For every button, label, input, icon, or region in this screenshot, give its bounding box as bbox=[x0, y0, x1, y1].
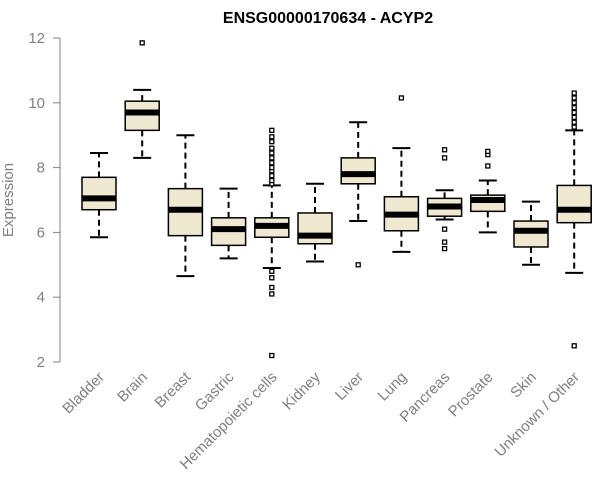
box-group bbox=[513, 200, 549, 266]
outlier-point bbox=[441, 245, 448, 252]
outlier-point bbox=[441, 239, 448, 245]
box-group bbox=[470, 148, 506, 234]
box-group bbox=[383, 95, 420, 253]
chart-title: ENSG00000170634 - ACYP2 bbox=[223, 10, 433, 27]
box-group bbox=[340, 121, 376, 268]
outlier-point bbox=[269, 352, 275, 359]
outlier-point bbox=[571, 90, 577, 96]
y-tick-label: 8 bbox=[37, 160, 45, 177]
box-iqr bbox=[556, 184, 592, 224]
outlier-point bbox=[269, 134, 275, 140]
outlier-point bbox=[571, 95, 577, 101]
outlier-point bbox=[269, 127, 275, 133]
outlier-point bbox=[398, 95, 405, 101]
box-group bbox=[210, 187, 247, 260]
plot-area bbox=[81, 40, 592, 359]
box-group bbox=[254, 127, 290, 359]
outlier-point bbox=[269, 173, 275, 179]
outlier-point bbox=[269, 177, 275, 184]
x-category-label: Bladder bbox=[59, 369, 108, 418]
box-group bbox=[426, 147, 463, 252]
outlier-point bbox=[571, 343, 577, 349]
outlier-point bbox=[269, 275, 275, 281]
outlier-point bbox=[269, 139, 275, 145]
x-category-label: Breast bbox=[152, 368, 195, 411]
box-group bbox=[167, 134, 204, 278]
y-tick-label: 6 bbox=[37, 224, 45, 241]
box-group bbox=[124, 40, 160, 159]
outlier-point bbox=[485, 148, 491, 155]
y-tick-label: 2 bbox=[37, 354, 45, 371]
outlier-point bbox=[139, 40, 145, 46]
x-category-label: Skin bbox=[507, 369, 540, 402]
outlier-point bbox=[269, 150, 275, 156]
outlier-point bbox=[571, 109, 577, 116]
outlier-point bbox=[441, 147, 448, 153]
outlier-point bbox=[571, 119, 577, 125]
outlier-point bbox=[571, 100, 577, 106]
outlier-point bbox=[355, 262, 361, 268]
x-category-label: Kidney bbox=[279, 368, 324, 413]
outlier-point bbox=[269, 268, 275, 274]
outlier-point bbox=[571, 105, 577, 111]
x-category-label: Lung bbox=[375, 369, 411, 405]
box-group bbox=[556, 90, 592, 349]
y-tick-label: 10 bbox=[28, 95, 45, 112]
box-iqr bbox=[124, 100, 160, 132]
outlier-point bbox=[269, 284, 275, 291]
x-category-label: Brain bbox=[114, 369, 151, 406]
outlier-point bbox=[269, 155, 275, 161]
outlier-point bbox=[269, 160, 275, 166]
y-axis: 2 4 6 8 10 12 bbox=[28, 30, 61, 371]
outlier-point bbox=[441, 155, 448, 161]
box-iqr bbox=[513, 220, 549, 248]
y-tick-label: 4 bbox=[37, 289, 45, 306]
x-category-label: Liver bbox=[332, 369, 367, 404]
y-tick-label: 12 bbox=[28, 30, 45, 47]
outlier-point bbox=[269, 291, 275, 297]
outlier-point bbox=[571, 124, 577, 130]
y-axis-label: Expression bbox=[0, 163, 17, 237]
outlier-point bbox=[485, 163, 491, 169]
outlier-point bbox=[269, 145, 275, 151]
box-group bbox=[297, 182, 333, 263]
x-category-label: Prostate bbox=[445, 369, 497, 421]
box-iqr bbox=[81, 176, 117, 211]
outlier-point bbox=[269, 164, 275, 171]
box-iqr bbox=[297, 212, 333, 245]
box-group bbox=[81, 152, 117, 239]
outlier-point bbox=[441, 226, 448, 232]
box-iqr bbox=[340, 157, 376, 185]
outlier-point bbox=[571, 114, 577, 121]
